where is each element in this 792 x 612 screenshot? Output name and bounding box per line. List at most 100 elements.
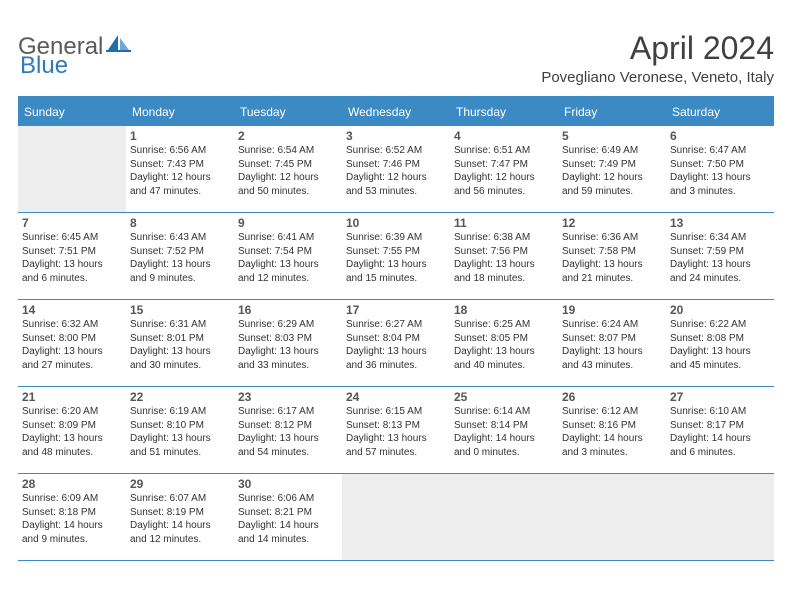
day-detail-line: Sunset: 7:45 PM xyxy=(238,158,338,172)
day-detail-line: Sunrise: 6:09 AM xyxy=(22,492,122,506)
day-number: 30 xyxy=(238,477,338,491)
day-number: 4 xyxy=(454,129,554,143)
page-header: General April 2024 Povegliano Veronese, … xyxy=(18,20,774,86)
day-detail-line: Sunrise: 6:54 AM xyxy=(238,144,338,158)
week-row: 14Sunrise: 6:32 AMSunset: 8:00 PMDayligh… xyxy=(18,300,774,387)
day-number: 1 xyxy=(130,129,230,143)
day-detail-line: and 21 minutes. xyxy=(562,272,662,286)
day-number: 10 xyxy=(346,216,446,230)
day-detail-line: Sunset: 7:43 PM xyxy=(130,158,230,172)
day-number: 27 xyxy=(670,390,770,404)
day-detail-line: Daylight: 13 hours xyxy=(346,345,446,359)
day-detail-line: and 43 minutes. xyxy=(562,359,662,373)
day-detail-line: Sunrise: 6:43 AM xyxy=(130,231,230,245)
day-detail-line: Sunset: 8:13 PM xyxy=(346,419,446,433)
day-detail-line: and 12 minutes. xyxy=(130,533,230,547)
day-detail-line: and 6 minutes. xyxy=(22,272,122,286)
day-detail-line: Daylight: 13 hours xyxy=(670,258,770,272)
day-cell: 25Sunrise: 6:14 AMSunset: 8:14 PMDayligh… xyxy=(450,387,558,473)
day-cell: 14Sunrise: 6:32 AMSunset: 8:00 PMDayligh… xyxy=(18,300,126,386)
day-detail-line: and 14 minutes. xyxy=(238,533,338,547)
day-cell: 27Sunrise: 6:10 AMSunset: 8:17 PMDayligh… xyxy=(666,387,774,473)
day-detail-line: Sunset: 8:07 PM xyxy=(562,332,662,346)
day-detail-line: Sunrise: 6:49 AM xyxy=(562,144,662,158)
day-detail-line: Sunset: 8:19 PM xyxy=(130,506,230,520)
day-detail-line: Daylight: 13 hours xyxy=(454,345,554,359)
day-detail: Sunrise: 6:52 AMSunset: 7:46 PMDaylight:… xyxy=(346,144,446,198)
day-detail-line: and 15 minutes. xyxy=(346,272,446,286)
day-detail-line: and 54 minutes. xyxy=(238,446,338,460)
day-detail-line: Daylight: 12 hours xyxy=(130,171,230,185)
day-detail-line: Daylight: 13 hours xyxy=(454,258,554,272)
week-row: 1Sunrise: 6:56 AMSunset: 7:43 PMDaylight… xyxy=(18,126,774,213)
day-detail-line: Daylight: 13 hours xyxy=(562,258,662,272)
day-cell xyxy=(18,126,126,212)
day-number: 19 xyxy=(562,303,662,317)
day-detail-line: and 45 minutes. xyxy=(670,359,770,373)
day-detail-line: and 47 minutes. xyxy=(130,185,230,199)
day-detail-line: Daylight: 13 hours xyxy=(238,432,338,446)
weekday-wed: Wednesday xyxy=(342,98,450,126)
day-detail-line: Daylight: 12 hours xyxy=(346,171,446,185)
day-detail-line: Daylight: 13 hours xyxy=(130,345,230,359)
day-detail-line: Daylight: 14 hours xyxy=(238,519,338,533)
day-detail-line: Sunrise: 6:12 AM xyxy=(562,405,662,419)
day-cell: 30Sunrise: 6:06 AMSunset: 8:21 PMDayligh… xyxy=(234,474,342,560)
day-detail-line: Sunrise: 6:17 AM xyxy=(238,405,338,419)
day-cell: 13Sunrise: 6:34 AMSunset: 7:59 PMDayligh… xyxy=(666,213,774,299)
day-number: 15 xyxy=(130,303,230,317)
day-detail-line: Sunrise: 6:15 AM xyxy=(346,405,446,419)
day-cell: 16Sunrise: 6:29 AMSunset: 8:03 PMDayligh… xyxy=(234,300,342,386)
day-number: 17 xyxy=(346,303,446,317)
day-detail-line: Daylight: 12 hours xyxy=(238,171,338,185)
day-cell: 10Sunrise: 6:39 AMSunset: 7:55 PMDayligh… xyxy=(342,213,450,299)
header-right: April 2024 Povegliano Veronese, Veneto, … xyxy=(541,30,774,86)
day-detail-line: and 40 minutes. xyxy=(454,359,554,373)
day-detail-line: and 56 minutes. xyxy=(454,185,554,199)
day-cell: 4Sunrise: 6:51 AMSunset: 7:47 PMDaylight… xyxy=(450,126,558,212)
day-cell: 19Sunrise: 6:24 AMSunset: 8:07 PMDayligh… xyxy=(558,300,666,386)
day-number: 12 xyxy=(562,216,662,230)
day-detail-line: Sunset: 8:16 PM xyxy=(562,419,662,433)
day-detail-line: Sunset: 8:12 PM xyxy=(238,419,338,433)
day-detail-line: Daylight: 14 hours xyxy=(454,432,554,446)
day-number: 26 xyxy=(562,390,662,404)
day-detail: Sunrise: 6:32 AMSunset: 8:00 PMDaylight:… xyxy=(22,318,122,372)
day-cell: 20Sunrise: 6:22 AMSunset: 8:08 PMDayligh… xyxy=(666,300,774,386)
day-cell: 9Sunrise: 6:41 AMSunset: 7:54 PMDaylight… xyxy=(234,213,342,299)
logo-text-blue: Blue xyxy=(20,52,68,80)
logo-sail-icon xyxy=(105,32,133,61)
month-title: April 2024 xyxy=(541,30,774,67)
day-detail-line: and 27 minutes. xyxy=(22,359,122,373)
day-detail-line: Sunset: 8:08 PM xyxy=(670,332,770,346)
day-detail-line: Daylight: 13 hours xyxy=(562,345,662,359)
day-detail-line: Sunrise: 6:22 AM xyxy=(670,318,770,332)
day-detail-line: and 53 minutes. xyxy=(346,185,446,199)
day-detail: Sunrise: 6:25 AMSunset: 8:05 PMDaylight:… xyxy=(454,318,554,372)
day-detail-line: and 24 minutes. xyxy=(670,272,770,286)
day-detail-line: Sunset: 7:55 PM xyxy=(346,245,446,259)
day-cell: 28Sunrise: 6:09 AMSunset: 8:18 PMDayligh… xyxy=(18,474,126,560)
day-number: 22 xyxy=(130,390,230,404)
day-detail: Sunrise: 6:45 AMSunset: 7:51 PMDaylight:… xyxy=(22,231,122,285)
day-detail-line: Daylight: 13 hours xyxy=(22,432,122,446)
weekday-tue: Tuesday xyxy=(234,98,342,126)
day-detail-line: Sunset: 8:18 PM xyxy=(22,506,122,520)
day-detail-line: Sunrise: 6:31 AM xyxy=(130,318,230,332)
day-cell: 5Sunrise: 6:49 AMSunset: 7:49 PMDaylight… xyxy=(558,126,666,212)
day-detail: Sunrise: 6:54 AMSunset: 7:45 PMDaylight:… xyxy=(238,144,338,198)
day-cell: 24Sunrise: 6:15 AMSunset: 8:13 PMDayligh… xyxy=(342,387,450,473)
day-detail-line: Sunrise: 6:27 AM xyxy=(346,318,446,332)
day-detail: Sunrise: 6:07 AMSunset: 8:19 PMDaylight:… xyxy=(130,492,230,546)
day-detail-line: Sunrise: 6:41 AM xyxy=(238,231,338,245)
day-number: 3 xyxy=(346,129,446,143)
day-detail: Sunrise: 6:49 AMSunset: 7:49 PMDaylight:… xyxy=(562,144,662,198)
day-cell xyxy=(342,474,450,560)
day-detail-line: and 9 minutes. xyxy=(22,533,122,547)
day-detail-line: Daylight: 13 hours xyxy=(22,258,122,272)
day-detail-line: Sunset: 8:01 PM xyxy=(130,332,230,346)
day-cell xyxy=(558,474,666,560)
day-detail-line: Sunrise: 6:07 AM xyxy=(130,492,230,506)
day-detail-line: Sunset: 7:52 PM xyxy=(130,245,230,259)
day-number: 7 xyxy=(22,216,122,230)
